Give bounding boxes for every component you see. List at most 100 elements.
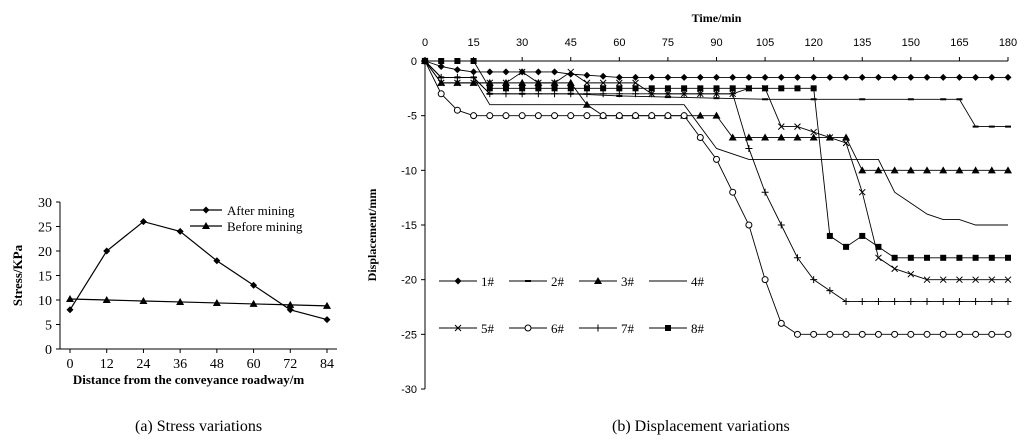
data-point: [176, 227, 184, 235]
data-point: [842, 133, 851, 141]
data-point: [729, 188, 737, 196]
data-point: [583, 85, 590, 92]
legend-marker: [202, 206, 210, 214]
legend-item: 2#: [509, 274, 565, 289]
data-point: [842, 139, 850, 147]
legend-item: 6#: [509, 321, 565, 336]
data-point: [519, 85, 526, 92]
series-after-mining: [66, 218, 331, 324]
data-point: [502, 68, 510, 76]
legend-marker: [202, 222, 210, 229]
data-point: [874, 330, 882, 338]
data-point: [518, 68, 526, 76]
data-point: [696, 134, 704, 142]
data-point: [470, 68, 478, 76]
x-tick-label: 36: [173, 357, 187, 372]
caption-b: (b) Displacement variations: [612, 418, 790, 435]
data-point: [713, 155, 720, 163]
data-point: [875, 254, 882, 262]
data-point: [437, 90, 445, 98]
data-point: [551, 68, 559, 76]
data-point: [729, 90, 737, 98]
data-point: [648, 73, 656, 81]
series-8-hash: [422, 58, 1011, 261]
data-point: [551, 79, 558, 87]
data-point: [566, 78, 575, 86]
data-point: [600, 85, 607, 92]
data-point: [777, 133, 786, 141]
legend-label: 8#: [691, 321, 705, 336]
data-point: [250, 281, 258, 289]
legend-label: 1#: [481, 274, 495, 289]
y-tick-label: 5: [45, 319, 52, 334]
legend-label: 4#: [691, 274, 705, 289]
legend-label: Before mining: [227, 219, 303, 234]
legend-item: After mining: [190, 203, 295, 218]
data-point: [680, 90, 688, 98]
data-point: [713, 73, 720, 81]
data-point: [583, 112, 591, 120]
data-point: [826, 232, 833, 239]
y-tick-label: -25: [401, 329, 417, 341]
data-point: [859, 232, 866, 239]
data-point: [987, 166, 996, 174]
data-point: [599, 72, 607, 80]
data-point: [502, 79, 510, 87]
data-point: [761, 276, 769, 284]
data-point: [518, 112, 526, 120]
data-point: [971, 166, 980, 174]
data-point: [103, 247, 111, 255]
data-point: [437, 73, 445, 81]
data-point: [680, 112, 688, 120]
data-point: [1004, 166, 1012, 174]
data-point: [1004, 73, 1012, 81]
x-tick-label: 45: [565, 37, 577, 49]
data-point: [972, 330, 980, 338]
data-point: [907, 298, 915, 306]
legend-item: 5#: [439, 321, 495, 336]
data-point: [470, 73, 478, 81]
data-point: [567, 90, 575, 98]
data-point: [745, 85, 752, 92]
data-point: [437, 62, 445, 70]
data-point: [728, 133, 737, 141]
data-point: [858, 73, 866, 81]
data-point: [940, 254, 947, 261]
data-point: [890, 166, 899, 174]
data-point: [681, 85, 688, 92]
legend-marker: [594, 277, 602, 284]
data-point: [843, 243, 850, 250]
data-point: [632, 112, 640, 120]
data-point: [664, 112, 672, 120]
data-point: [826, 330, 834, 338]
data-point: [761, 133, 770, 141]
data-point: [323, 316, 331, 324]
data-point: [988, 254, 995, 261]
caption-a: (a) Stress variations: [135, 418, 263, 435]
y-tick-label: 20: [38, 245, 52, 260]
x-tick-label: 90: [710, 37, 722, 49]
data-point: [502, 90, 510, 98]
data-point: [988, 276, 996, 284]
x-tick-label: 0: [422, 37, 428, 49]
data-point: [891, 265, 898, 273]
data-point: [551, 112, 559, 120]
data-point: [744, 133, 753, 141]
data-point: [955, 298, 963, 306]
data-point: [1004, 298, 1012, 306]
data-point: [648, 85, 655, 92]
data-point: [842, 330, 850, 338]
data-point: [534, 112, 542, 120]
data-point: [567, 85, 574, 92]
data-point: [437, 79, 445, 87]
series-line: [424, 60, 1008, 335]
data-point: [956, 254, 963, 261]
y-tick-label: 15: [38, 270, 52, 285]
legend-item: Before mining: [190, 219, 303, 234]
data-point: [615, 73, 623, 81]
data-point: [762, 85, 769, 92]
data-point: [907, 254, 914, 261]
x-tick-label: 72: [283, 357, 297, 372]
x-tick-label: 120: [804, 37, 822, 49]
data-point: [939, 330, 947, 338]
